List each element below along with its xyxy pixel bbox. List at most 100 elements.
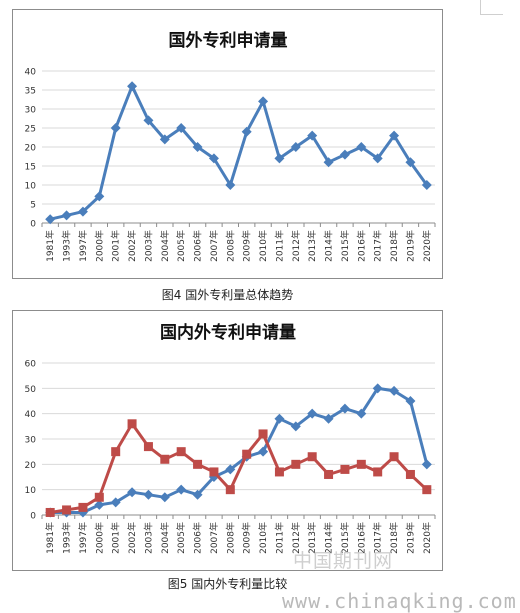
x-tick-label: 2002年 — [126, 522, 138, 554]
x-tick-label: 2016年 — [355, 230, 367, 262]
data-point — [307, 408, 318, 419]
x-tick-label: 2007年 — [208, 230, 220, 262]
data-point — [290, 421, 301, 432]
data-point — [323, 157, 334, 168]
x-tick-label: 2003年 — [142, 522, 154, 554]
x-tick-label: 2004年 — [159, 230, 171, 262]
data-point — [290, 142, 301, 152]
x-tick-label: 2013年 — [306, 522, 318, 554]
y-tick-label: 40 — [25, 410, 37, 420]
data-point — [209, 467, 219, 477]
x-tick-label: 2007年 — [208, 522, 220, 554]
data-point — [176, 447, 186, 457]
x-tick-label: 2002年 — [126, 230, 138, 262]
x-tick-label: 1997年 — [77, 522, 89, 554]
data-point — [389, 130, 400, 141]
data-point — [110, 497, 121, 508]
x-tick-label: 2020年 — [421, 230, 433, 262]
corner-mark — [480, 0, 503, 15]
x-tick-label: 2018年 — [388, 230, 400, 262]
chart-domestic-foreign-patents-svg: 国内外专利申请量 0 10 20 30 40 50 60 1981年 1993年 1997年 2000… — [25, 322, 436, 554]
data-point — [61, 210, 72, 221]
data-point — [356, 459, 366, 469]
data-point — [421, 459, 432, 470]
x-tick-label: 2001年 — [110, 230, 122, 262]
x-tick-label: 2000年 — [93, 230, 105, 262]
x-tick-label: 2011年 — [273, 230, 285, 262]
data-point — [258, 446, 269, 457]
x-tick-label: 2011年 — [273, 522, 285, 554]
x-tick-label: 2006年 — [192, 522, 204, 554]
series-2-line — [49, 422, 428, 514]
data-point — [405, 396, 416, 406]
x-tick-label: 2012年 — [290, 522, 302, 554]
y-tick-label: 35 — [25, 87, 36, 97]
x-tick-label: 2009年 — [241, 522, 253, 554]
data-point — [143, 442, 153, 452]
data-point — [307, 452, 317, 462]
y-tick-label: 10 — [25, 486, 37, 496]
data-point — [291, 459, 301, 469]
data-point — [241, 126, 252, 137]
x-tick-label: 2004年 — [159, 522, 171, 554]
chart-title: 国内外专利申请量 — [160, 322, 296, 343]
y-tick-label: 0 — [30, 512, 36, 522]
x-tick-label: 2018年 — [388, 522, 400, 554]
data-point — [110, 123, 121, 133]
data-point — [405, 469, 415, 479]
y-tick-label: 20 — [25, 461, 37, 471]
y-tick-label: 15 — [25, 163, 36, 173]
chart-foreign-patents-svg: 国外专利申请量 0 5 10 15 20 25 30 35 40 1981年 1993年 1997年 20… — [25, 30, 436, 262]
y-tick-label: 30 — [25, 106, 37, 116]
x-tick-label: 2013年 — [306, 230, 318, 262]
data-point — [111, 447, 121, 457]
x-tick-label: 2012年 — [290, 230, 302, 262]
data-point — [274, 467, 284, 477]
data-point — [274, 153, 285, 164]
data-point — [324, 469, 334, 479]
data-point — [94, 499, 105, 510]
data-point — [159, 134, 170, 145]
x-tick-label: 2019年 — [404, 230, 416, 262]
watermark-cn: 中国期刊网 — [293, 550, 394, 572]
chart-domestic-foreign-patents: 国内外专利申请量 0 10 20 30 40 50 60 1981年 1993年 1997年 2000… — [12, 310, 443, 571]
x-tick-label: 2009年 — [241, 230, 253, 262]
data-point — [127, 419, 137, 429]
y-tick-label: 0 — [30, 220, 36, 230]
y-tick-label: 60 — [25, 360, 37, 370]
data-point — [45, 214, 56, 225]
data-point — [258, 429, 268, 439]
x-tick-label: 2015年 — [339, 230, 351, 262]
data-point — [143, 489, 154, 500]
data-point — [372, 153, 383, 164]
x-tick-label: 2003年 — [142, 230, 154, 262]
x-tick-label: 2016年 — [355, 522, 367, 554]
data-point — [339, 403, 350, 414]
data-point — [225, 464, 236, 475]
data-point — [45, 507, 55, 517]
data-point — [176, 484, 187, 495]
data-point — [340, 464, 350, 474]
series-1-line — [50, 386, 429, 514]
y-tick-label: 10 — [25, 182, 37, 192]
data-point — [356, 142, 367, 152]
data-point — [389, 452, 399, 462]
data-point — [225, 180, 236, 190]
x-tick-label: 2017年 — [372, 230, 384, 262]
x-tick-label: 2010年 — [257, 230, 269, 262]
x-tick-label: 1981年 — [44, 522, 56, 554]
data-point — [242, 449, 252, 459]
data-point — [127, 81, 138, 92]
data-point — [389, 385, 400, 396]
data-point — [421, 180, 432, 190]
data-point — [372, 383, 383, 394]
data-point — [78, 502, 88, 512]
watermark-url: www.chinaqking.com — [282, 589, 517, 613]
x-tick-label: 1993年 — [61, 230, 73, 262]
data-point — [192, 489, 203, 500]
chart-title: 国外专利申请量 — [169, 30, 288, 51]
data-point — [94, 191, 105, 202]
data-point — [192, 142, 203, 152]
x-tick-label: 2014年 — [323, 522, 335, 554]
figure-4-caption: 图4 国外专利量总体趋势 — [161, 288, 294, 302]
